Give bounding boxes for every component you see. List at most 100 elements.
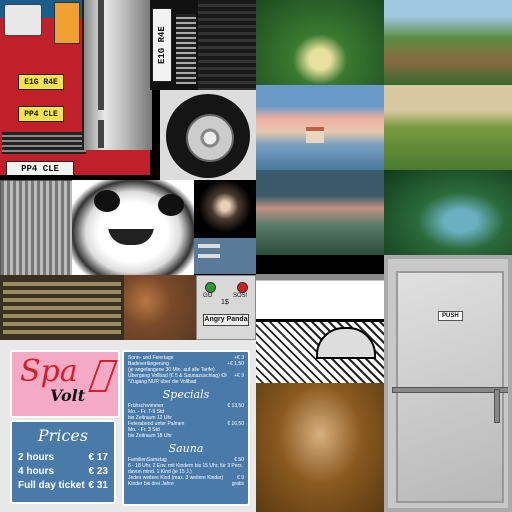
blurred-wood-texture — [256, 383, 384, 512]
go-button[interactable] — [205, 282, 216, 293]
bus-headlight — [54, 2, 80, 44]
cloud-sea-texture — [256, 85, 384, 170]
menu-item: Jedes weitere Kind (max. 3 weitere Kinde… — [128, 475, 224, 481]
license-plate-front-top: E1G R4E — [18, 74, 64, 90]
menu-price: € 16,50 — [227, 421, 244, 427]
menu-line: Übergang Vollbad (€ 5 & Saunazuschlag) €… — [128, 373, 244, 379]
door-handle[interactable] — [392, 387, 508, 393]
wheel-rim — [186, 114, 234, 162]
menu-item: bis Zeitraum 18 Uhr — [128, 433, 172, 439]
menu-item: Mo. - Fr. 3 Std — [128, 427, 160, 433]
price-row: 2 hours € 17 — [18, 451, 108, 465]
lightning-icon — [88, 360, 118, 392]
menu-item: Badeverlängerung — [128, 361, 169, 367]
sauna-title: Sauna — [168, 442, 204, 455]
spa-menu-board: Sonn- und Feiertage +€ 3 Badeverlängerung… — [122, 350, 250, 506]
price-row: 4 hours € 23 — [18, 465, 108, 479]
metal-shutter-texture — [0, 180, 74, 277]
menu-line: FamilienSamstag € 50 — [128, 457, 244, 463]
price-value: € 23 — [88, 466, 108, 477]
menu-item: davon mind. 1 Kind (je 15 J.) — [128, 469, 192, 475]
strip-line — [198, 244, 220, 248]
menu-line: Mo. - Fr. 3 Std — [128, 427, 244, 433]
price-label: Full day ticket — [18, 480, 85, 491]
vending-control-panel: GO SOS! 1$ Angry Panda — [196, 275, 256, 340]
price-row: Full day ticket € 31 — [18, 479, 108, 493]
menu-line: bis Zeitraum 18 Uhr — [128, 433, 244, 439]
manga-umbrella — [316, 327, 376, 359]
panda-mouth — [108, 226, 154, 245]
license-plate-side: E1G R4E — [152, 8, 172, 82]
menu-line: Jedes weitere Kind (max. 3 weitere Kinde… — [128, 475, 244, 481]
chrome-handle — [98, 0, 104, 110]
menu-item: Kinder bis drei Jahre — [128, 481, 174, 487]
valley-texture — [384, 0, 512, 85]
menu-item: Übergang Vollbad (€ 5 & Saunazuschlag) €… — [128, 373, 227, 379]
license-plate-front-bottom: PP4 CLE — [18, 106, 64, 122]
soft-shadow-texture — [194, 180, 256, 238]
chrome-panel-texture — [82, 0, 152, 150]
menu-line: Kinder bis drei Jahre gratis — [128, 481, 244, 487]
wheel-texture — [160, 90, 256, 180]
spa-logo-main: Spa — [20, 354, 78, 389]
sos-label: SOS! — [233, 293, 248, 299]
menu-line: Badeverlängerung +€ 1,50 — [128, 361, 244, 367]
prices-title: Prices — [37, 426, 89, 445]
menu-item: 6 - 18 Uhr, 2 Erw. mit Kindern bis 15 Uh… — [128, 463, 244, 469]
menu-item: bis Zeitraum 12 Uhr — [128, 415, 172, 421]
side-grille — [176, 14, 196, 84]
dusk-hills-texture — [256, 170, 384, 255]
menu-price: +€ 3 — [234, 355, 244, 361]
bus-headlight — [4, 4, 42, 36]
menu-line: Mo. - Fr. 7-9 Std — [128, 409, 244, 415]
manga-panel-texture — [256, 255, 384, 383]
menu-line: 6 - 18 Uhr, 2 Erw. mit Kindern bis 15 Uh… — [128, 463, 244, 469]
specials-title: Specials — [162, 388, 210, 401]
panel-strip-texture — [194, 238, 256, 274]
price-label: 1$ — [221, 299, 229, 306]
windmill-valley-texture — [384, 85, 512, 170]
menu-line: bis Zeitraum 12 Uhr — [128, 415, 244, 421]
menu-line: Frühschwimmer € 13,50 — [128, 403, 244, 409]
small-house — [306, 127, 324, 143]
chrome-handle — [98, 120, 104, 148]
menu-price: € 9 — [237, 475, 244, 481]
menu-price: € 50 — [234, 457, 244, 463]
spa-logo-sub: Volt — [50, 386, 86, 405]
spa-logo-box: Spa Volt — [10, 350, 120, 418]
menu-item: Feierabend unter Palmen — [128, 421, 185, 427]
panda-eye-patch — [158, 194, 184, 216]
menu-item: Frühschwimmer — [128, 403, 164, 409]
price-value: € 17 — [88, 452, 108, 463]
panda-eye-patch — [94, 190, 120, 212]
strip-line — [198, 254, 220, 258]
menu-price: € 13,50 — [227, 403, 244, 409]
go-label: GO — [203, 293, 213, 299]
menu-line: Sonn- und Feiertage +€ 3 — [128, 355, 244, 361]
spa-prices-box: Prices 2 hours € 17 4 hours € 23 Full da… — [10, 420, 116, 504]
forest-path-texture — [256, 0, 384, 85]
menu-item: *Zugang NUR über die Vollbad — [128, 379, 197, 385]
menu-item: (je angefangene 30 Min. auf alle Tarife) — [128, 367, 215, 373]
menu-line: davon mind. 1 Kind (je 15 J.) — [128, 469, 244, 475]
menu-price: +€ 1,50 — [227, 361, 244, 367]
price-label: 2 hours — [18, 452, 55, 463]
menu-price: gratis — [231, 481, 244, 487]
menu-item: Sonn- und Feiertage — [128, 355, 174, 361]
vent-grate-texture — [0, 275, 124, 340]
sos-button[interactable] — [237, 282, 248, 293]
forest-canopy-texture — [384, 170, 512, 255]
menu-price: +€ 9 — [234, 373, 244, 379]
price-label: 4 hours — [18, 466, 55, 477]
spa-sign: Spa Volt Prices 2 hours € 17 4 hours € 2… — [0, 340, 256, 512]
menu-line: Feierabend unter Palmen € 16,50 — [128, 421, 244, 427]
bus-side-texture: E1G R4E — [150, 0, 198, 90]
menu-item: FamilienSamstag — [128, 457, 167, 463]
panda-fur-texture — [72, 180, 194, 275]
glass-door-texture: PUSH — [384, 255, 512, 512]
menu-item: Mo. - Fr. 7-9 Std — [128, 409, 165, 415]
door-handle-vertical[interactable] — [494, 389, 500, 423]
menu-line: (je angefangene 30 Min. auf alle Tarife) — [128, 367, 244, 373]
door-push-label: PUSH — [438, 311, 463, 321]
manga-panel-frame — [256, 255, 384, 322]
